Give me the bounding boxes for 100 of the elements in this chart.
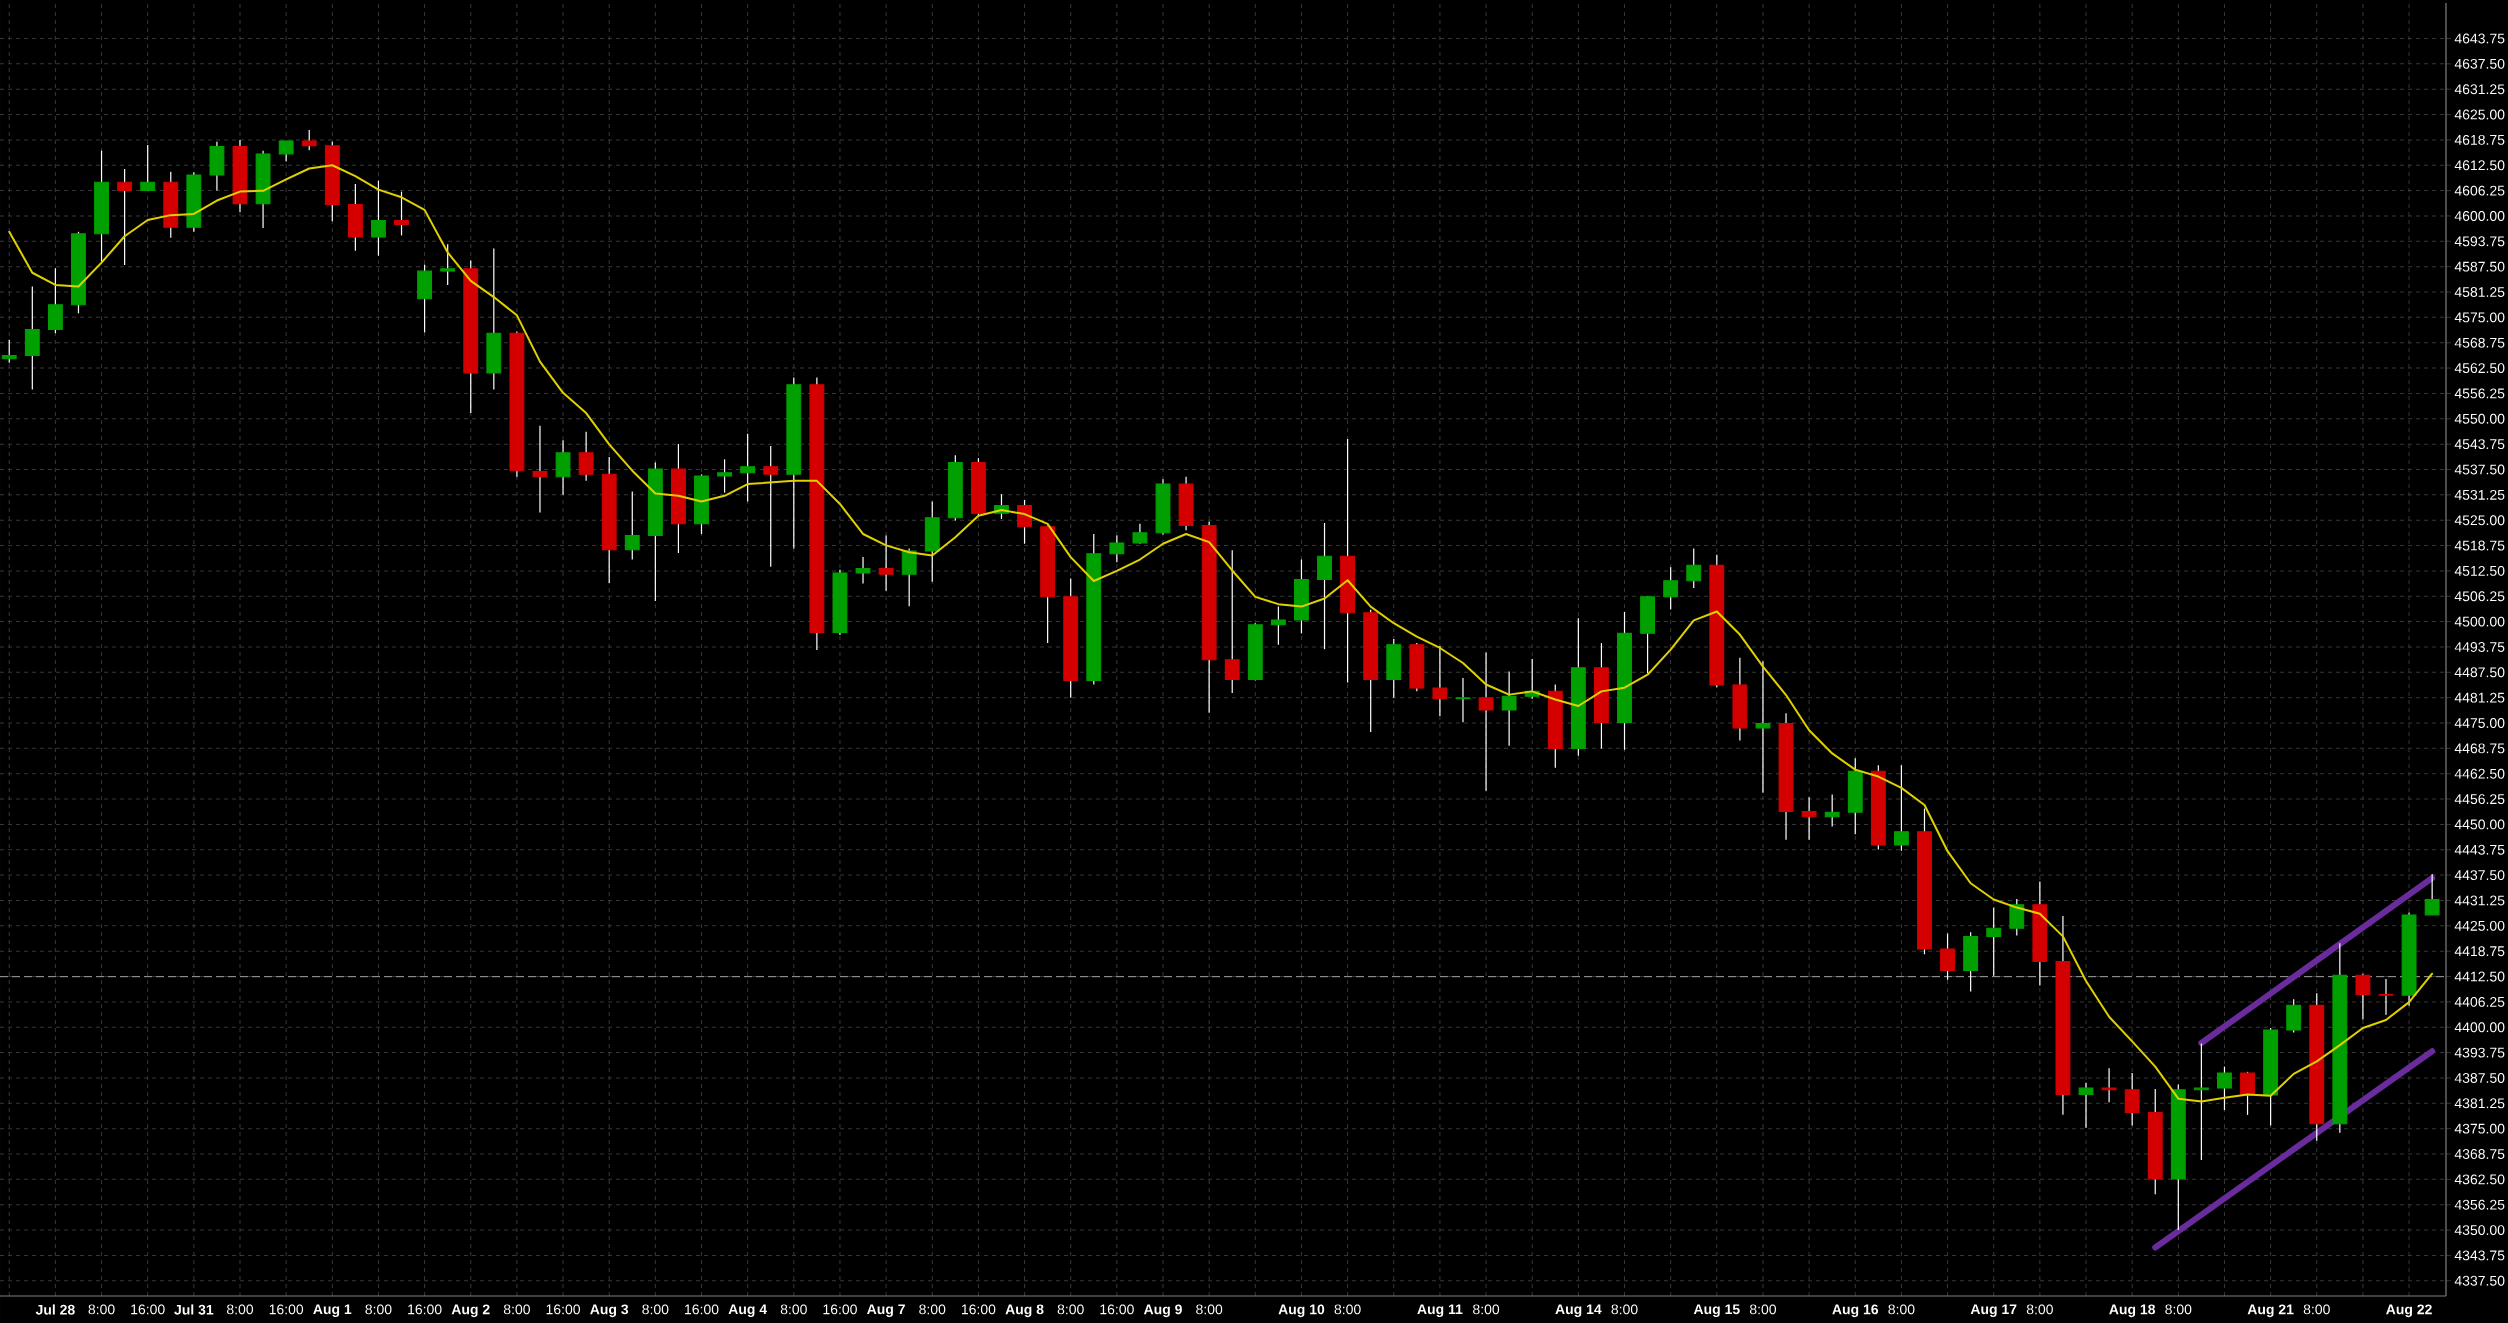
candlestick bbox=[763, 445, 779, 568]
candlestick bbox=[1317, 522, 1332, 650]
y-tick-label: 4543.75 bbox=[2454, 439, 2505, 450]
candlestick bbox=[1432, 645, 1448, 717]
y-tick-label: 4343.75 bbox=[2454, 1250, 2505, 1261]
y-tick-label: 4581.25 bbox=[2454, 287, 2505, 297]
candlestick bbox=[2217, 1066, 2232, 1111]
candlestick bbox=[2240, 1071, 2255, 1116]
candlestick bbox=[2078, 1082, 2094, 1129]
x-tick-label: Aug 17 bbox=[1970, 1304, 2017, 1317]
candlestick bbox=[1132, 523, 1148, 545]
x-tick-label: Jul 31 bbox=[174, 1304, 214, 1315]
y-tick-label: 4481.25 bbox=[2454, 692, 2505, 703]
candlestick bbox=[1801, 796, 1817, 841]
y-tick-label: 4475.00 bbox=[2454, 718, 2505, 728]
y-tick-label: 4550.00 bbox=[2454, 413, 2505, 424]
candlestick bbox=[394, 191, 409, 237]
y-tick-label: 4375.00 bbox=[2454, 1123, 2505, 1134]
candlestick bbox=[1478, 651, 1494, 792]
y-tick-label: 4350.00 bbox=[2454, 1225, 2505, 1236]
y-tick-label: 4531.25 bbox=[2454, 489, 2505, 500]
y-tick-label: 4356.25 bbox=[2454, 1199, 2505, 1210]
candlestick bbox=[878, 535, 894, 592]
y-tick-label: 4587.50 bbox=[2454, 261, 2505, 272]
candlestick bbox=[740, 433, 756, 503]
x-tick-label: 8:00 bbox=[1057, 1304, 1084, 1315]
x-tick-label: Aug 15 bbox=[1693, 1304, 1740, 1317]
y-tick-label: 4406.25 bbox=[2454, 996, 2505, 1007]
candlestick bbox=[1824, 793, 1840, 828]
y-tick-label: 4412.50 bbox=[2454, 971, 2505, 982]
y-tick-label: 4337.50 bbox=[2454, 1275, 2505, 1286]
candlestick bbox=[855, 556, 871, 585]
x-tick-label: 8:00 bbox=[1888, 1304, 1915, 1315]
y-tick-label: 4443.75 bbox=[2454, 844, 2505, 855]
x-tick-label: 8:00 bbox=[780, 1304, 807, 1315]
candlestick bbox=[2193, 1042, 2209, 1161]
y-tick-label: 4500.00 bbox=[2454, 616, 2505, 627]
candlestick bbox=[440, 243, 456, 286]
x-tick-label: 8:00 bbox=[1334, 1304, 1361, 1315]
candlestick bbox=[1224, 549, 1240, 694]
candlestick bbox=[624, 490, 640, 561]
x-tick-label: 16:00 bbox=[685, 1304, 719, 1315]
x-tick-label: Aug 2 bbox=[451, 1304, 490, 1318]
candlestick bbox=[1893, 764, 1909, 852]
y-tick-label: 4431.25 bbox=[2454, 895, 2505, 906]
candlestick bbox=[555, 439, 571, 496]
y-tick-label: 4368.75 bbox=[2454, 1149, 2505, 1159]
x-tick-label: Aug 11 bbox=[1417, 1304, 1463, 1317]
y-tick-label: 4593.75 bbox=[2454, 236, 2505, 247]
candlestick bbox=[1109, 535, 1125, 563]
candlestick bbox=[717, 458, 732, 494]
x-tick-label: 8:00 bbox=[88, 1304, 115, 1315]
y-tick-label: 4468.75 bbox=[2454, 743, 2505, 754]
y-tick-label: 4625.00 bbox=[2454, 109, 2505, 120]
x-tick-label: 8:00 bbox=[2165, 1304, 2192, 1315]
candlestick bbox=[1270, 605, 1286, 646]
x-tick-label: Aug 3 bbox=[590, 1304, 629, 1318]
candlestick bbox=[301, 129, 317, 151]
y-tick-label: 4487.50 bbox=[2454, 667, 2505, 678]
candlestick bbox=[371, 180, 386, 257]
candlestick bbox=[1501, 670, 1517, 747]
y-tick-label: 4418.75 bbox=[2454, 946, 2505, 957]
candlestick bbox=[2009, 898, 2025, 937]
x-tick-label: 16:00 bbox=[269, 1304, 304, 1315]
candlestick bbox=[1940, 932, 1955, 981]
candlestick bbox=[140, 144, 156, 191]
candlestick bbox=[901, 547, 917, 607]
y-tick-label: 4437.50 bbox=[2454, 870, 2505, 881]
y-tick-label: 4425.00 bbox=[2454, 920, 2505, 931]
y-tick-label: 4537.50 bbox=[2454, 464, 2505, 475]
candlestick bbox=[2378, 978, 2394, 1016]
candlestick bbox=[1755, 660, 1771, 794]
y-tick-label: 4575.00 bbox=[2454, 312, 2505, 323]
x-tick-label: 8:00 bbox=[365, 1304, 392, 1315]
y-tick-label: 4387.50 bbox=[2454, 1073, 2505, 1083]
candlestick bbox=[278, 140, 294, 163]
candlestick bbox=[578, 431, 594, 482]
candlestick bbox=[2424, 873, 2440, 916]
x-tick-label: Aug 16 bbox=[1832, 1304, 1879, 1318]
y-tick-label: 4506.25 bbox=[2454, 591, 2505, 602]
candlestick bbox=[532, 425, 548, 514]
candlestick bbox=[1455, 677, 1471, 723]
candlestick bbox=[1986, 906, 2002, 977]
x-tick-label: Aug 10 bbox=[1278, 1304, 1325, 1318]
y-tick-label: 4400.00 bbox=[2454, 1022, 2505, 1033]
y-tick-label: 4518.75 bbox=[2454, 540, 2505, 551]
x-tick-label: 8:00 bbox=[2303, 1304, 2330, 1315]
y-tick-label: 4643.75 bbox=[2454, 33, 2505, 44]
x-tick-label: Aug 1 bbox=[313, 1304, 352, 1317]
x-tick-label: Aug 22 bbox=[2386, 1304, 2432, 1318]
x-tick-label: 16:00 bbox=[131, 1304, 165, 1315]
x-tick-label: 16:00 bbox=[408, 1304, 442, 1315]
y-tick-label: 4381.25 bbox=[2454, 1098, 2505, 1109]
candlestick bbox=[1, 339, 17, 364]
candlestick bbox=[2101, 1067, 2117, 1103]
candlestick bbox=[2124, 1072, 2140, 1127]
y-tick-label: 4450.00 bbox=[2454, 819, 2505, 830]
candlestick bbox=[2355, 973, 2371, 1021]
y-tick-label: 4562.50 bbox=[2454, 363, 2505, 374]
x-tick-label: 8:00 bbox=[503, 1304, 530, 1315]
